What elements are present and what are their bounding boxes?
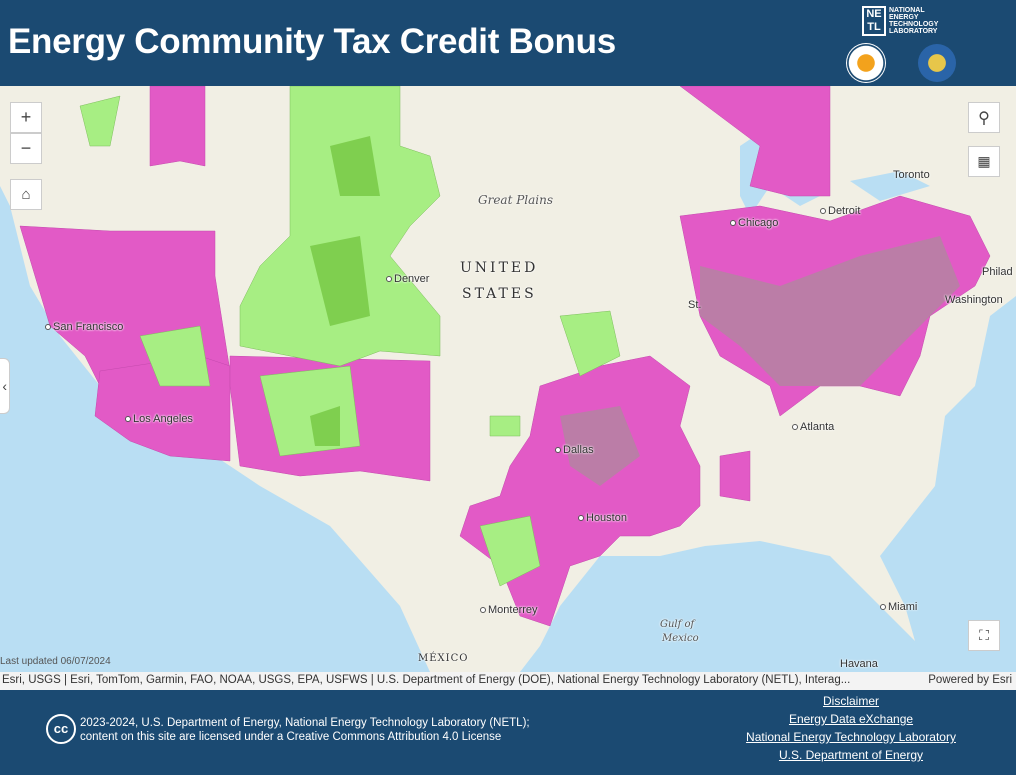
footer: cc 2023-2024, U.S. Department of Energy,… — [0, 690, 1016, 775]
energy-data-exchange-link[interactable]: Energy Data eXchange — [788, 712, 914, 726]
city-label: Philad — [982, 266, 1013, 278]
statistical-areas-dark — [310, 136, 380, 446]
search-icon[interactable]: ⚲ — [968, 102, 1000, 133]
basemap-gallery-icon[interactable]: ▦ — [968, 146, 1000, 177]
city-label: Chicago — [730, 217, 778, 229]
footer-links: Disclaimer Energy Data eXchange National… — [720, 692, 982, 764]
page-title: Energy Community Tax Credit Bonus — [8, 22, 616, 61]
map-canvas — [0, 86, 1016, 672]
powered-by-esri-link[interactable]: Powered by Esri — [928, 674, 1012, 686]
city-label: Dallas — [555, 444, 594, 456]
city-label: Atlanta — [792, 421, 834, 433]
netl-link[interactable]: National Energy Technology Laboratory — [746, 730, 956, 744]
region-label: Great Plains — [478, 193, 554, 207]
city-label: Miami — [880, 601, 917, 613]
gulf-label-line2: Mexico — [662, 633, 699, 644]
creative-commons-icon: cc — [46, 714, 76, 744]
last-updated-text: Last updated 06/07/2024 — [0, 656, 111, 667]
city-label: San Francisco — [45, 321, 123, 333]
city-label: Havana — [840, 658, 878, 670]
license-line: 2023-2024, U.S. Department of Energy, Na… — [80, 717, 530, 729]
city-label: Los Angeles — [125, 413, 193, 425]
license-text: 2023-2024, U.S. Department of Energy, Na… — [80, 716, 530, 744]
city-label: Detroit — [820, 205, 860, 217]
country-label-line2: STATES — [462, 286, 537, 302]
zoom-in-button[interactable]: + — [10, 102, 42, 133]
license-line: content on this site are licensed under … — [80, 731, 502, 743]
city-label: St. — [688, 299, 702, 311]
country-label-line1: UNITED — [460, 260, 539, 276]
fullscreen-icon[interactable]: ⛶ — [968, 620, 1000, 651]
doe-link[interactable]: U.S. Department of Energy — [778, 748, 924, 762]
city-label: Toronto — [893, 169, 930, 181]
city-label: Washington — [945, 294, 1003, 306]
mexico-label: MÉXICO — [418, 653, 469, 664]
grey-tracts — [560, 236, 960, 486]
netl-logo-mark: NE TL — [862, 6, 886, 36]
disclaimer-link[interactable]: Disclaimer — [822, 694, 879, 708]
zoom-out-button[interactable]: − — [10, 133, 42, 164]
gulf-label-line1: Gulf of — [660, 619, 695, 630]
attribution-text: Esri, USGS | Esri, TomTom, Garmin, FAO, … — [2, 674, 851, 686]
home-icon[interactable]: ⌂ — [10, 179, 42, 210]
collapse-panel-button[interactable]: ‹ — [0, 358, 10, 414]
statistical-areas — [79, 86, 621, 587]
city-label: Houston — [578, 512, 627, 524]
app-header: Energy Community Tax Credit Bonus NE TL N… — [0, 0, 1016, 86]
map-view[interactable]: UNITED STATES Great Plains MÉXICO Gulf o… — [0, 86, 1016, 672]
city-label: Denver — [386, 273, 429, 285]
netl-logo[interactable]: NE TL NATIONAL ENERGY TECHNOLOGY LABORATORY — [862, 6, 938, 36]
treasury-seal-icon — [918, 44, 956, 82]
doe-seal-icon — [846, 43, 886, 83]
city-label: Monterrey — [480, 604, 538, 616]
map-attribution: Esri, USGS | Esri, TomTom, Garmin, FAO, … — [0, 672, 1016, 690]
netl-logo-text: NATIONAL ENERGY TECHNOLOGY LABORATORY — [889, 7, 939, 35]
